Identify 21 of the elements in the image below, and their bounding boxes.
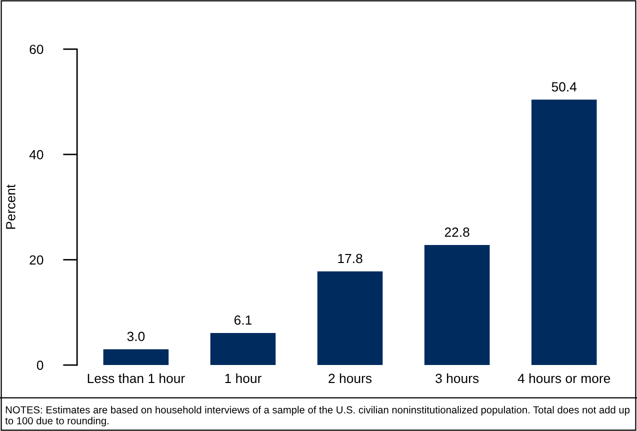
y-tick-label: 0 (36, 360, 44, 370)
bar (103, 349, 169, 366)
x-tick-label: Less than 1 hour (88, 373, 185, 384)
x-tick-label: 4 hours or more (518, 373, 610, 384)
text: NOTES: Estimates are based on household interviews of a sample of the U.S. civilian noninstitutionalized population. Total does not add up to 100 due to rounding. (5, 406, 630, 426)
bar (424, 245, 490, 366)
y-axis-title: Percent (6, 184, 16, 229)
bar (531, 100, 597, 366)
y-tick-label: 20 (30, 255, 44, 265)
y-tick-label: 60 (30, 44, 44, 54)
data-label: 17.8 (338, 254, 362, 264)
x-tick-label: 3 hours (436, 373, 479, 384)
bar (317, 271, 383, 366)
y-tick-label: 40 (29, 150, 44, 160)
x-tick-label: 1 hour (225, 373, 262, 384)
data-label: 22.8 (444, 228, 470, 237)
data-label: 50.4 (552, 82, 577, 92)
bar (210, 332, 276, 366)
data-label: 3.0 (127, 332, 145, 342)
x-tick-label: 2 hours (328, 373, 372, 384)
data-label: 6.1 (234, 315, 252, 325)
